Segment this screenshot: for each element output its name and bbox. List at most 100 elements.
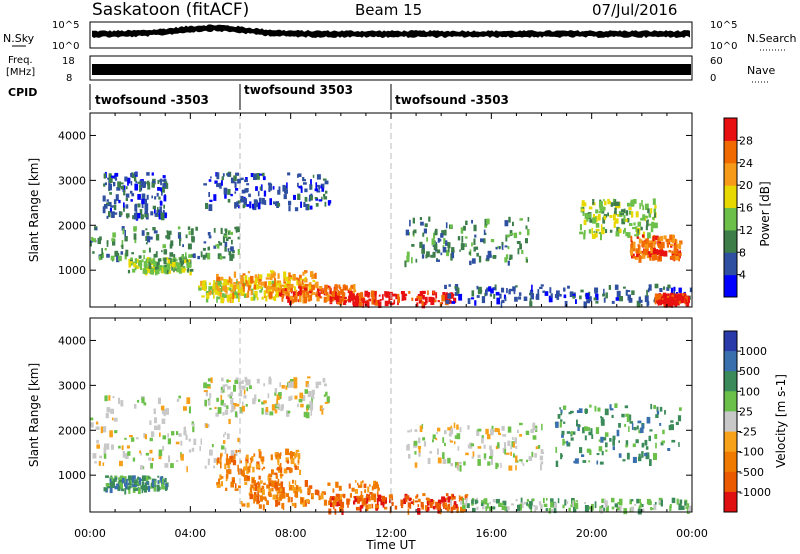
- power-cell: [144, 212, 148, 218]
- velocity-cell: [357, 484, 362, 488]
- nsky-tick-bottom: 10^0: [52, 41, 79, 52]
- power-cell: [563, 294, 567, 299]
- power-cell: [144, 198, 147, 204]
- velocity-cell: [139, 450, 142, 454]
- power-cell: [642, 214, 646, 221]
- velocity-cell: [113, 417, 118, 422]
- velocity-cell: [472, 451, 475, 457]
- power-cell: [216, 183, 220, 188]
- power-cell: [673, 241, 676, 246]
- power-cell: [378, 301, 382, 308]
- power-cell: [154, 196, 157, 200]
- velocity-cell: [162, 435, 167, 440]
- velocity-cell: [103, 453, 107, 459]
- power-cell: [648, 213, 652, 218]
- power-cell: [202, 280, 207, 283]
- velocity-cell: [245, 454, 249, 460]
- power-cell: [333, 291, 337, 298]
- velocity-cell: [227, 465, 231, 473]
- velocity-cell: [445, 493, 449, 497]
- velocity-cell: [224, 447, 227, 454]
- nave-tick-bottom: 0: [710, 73, 716, 84]
- power-cell: [230, 231, 233, 235]
- power-cell: [109, 192, 112, 195]
- power-cell: [669, 234, 673, 240]
- velocity-cell: [216, 482, 220, 486]
- power-cell: [512, 221, 514, 227]
- velocity-cell: [108, 395, 111, 401]
- velocity-cell: [310, 403, 314, 411]
- power-heatmap-cells: [90, 171, 693, 309]
- power-cell: [644, 217, 647, 222]
- velocity-cell: [235, 449, 238, 453]
- velocity-cell: [625, 444, 628, 448]
- velocity-cell: [151, 457, 154, 461]
- power-cell: [630, 243, 634, 250]
- power-cell: [659, 249, 664, 257]
- power-cell: [93, 238, 96, 243]
- power-cell: [659, 235, 664, 242]
- power-cell: [437, 237, 440, 243]
- power-cell: [221, 180, 223, 186]
- velocity-cell: [333, 496, 336, 499]
- power-cell: [130, 173, 133, 178]
- power-cell: [525, 238, 528, 244]
- power-cell: [223, 235, 228, 238]
- power-cell: [321, 288, 324, 294]
- power-cell: [262, 176, 266, 181]
- power-cell: [481, 296, 486, 304]
- velocity-cell: [668, 424, 672, 431]
- power-cell: [261, 197, 265, 205]
- velocity-cell: [191, 421, 194, 426]
- velocity-cell: [311, 389, 315, 395]
- velocity-cell: [303, 411, 307, 418]
- power-cell: [618, 228, 622, 234]
- power-cell: [297, 299, 300, 303]
- velocity-cell: [289, 379, 294, 383]
- velocity-cell: [265, 407, 269, 413]
- velocity-cell: [462, 498, 464, 505]
- velocity-cell: [200, 438, 202, 445]
- velocity-cell: [351, 487, 355, 492]
- power-cell: [621, 218, 626, 225]
- velocity-cell: [294, 480, 297, 486]
- velocity-cell: [582, 460, 587, 463]
- velocity-cell: [563, 421, 566, 424]
- velocity-cell: [244, 376, 248, 383]
- velocity-cell: [661, 440, 665, 444]
- velocity-cell: [260, 495, 263, 502]
- velocity-cell: [642, 508, 645, 512]
- velocity-cell: [562, 504, 565, 509]
- power-cell: [163, 257, 167, 264]
- power-cell: [164, 264, 167, 269]
- velocity-cell: [597, 407, 601, 412]
- velocity-cell: [193, 438, 197, 445]
- power-cell: [652, 236, 655, 242]
- velocity-cell: [618, 506, 622, 513]
- velocity-cell: [296, 485, 299, 490]
- velocity-cell: [254, 480, 256, 487]
- power-cell: [657, 294, 661, 300]
- power-cell: [223, 187, 228, 195]
- power-cell: [153, 260, 157, 267]
- power-cell: [445, 240, 448, 243]
- velocity-cell: [135, 488, 138, 491]
- power-cell: [260, 184, 263, 191]
- velocity-cell: [340, 501, 344, 509]
- velocity-cell: [90, 422, 94, 428]
- power-cell: [510, 232, 514, 236]
- power-cell: [185, 234, 188, 239]
- power-cell: [298, 290, 302, 295]
- vel-cbar-tick-label: -25: [739, 426, 757, 439]
- velocity-cell: [222, 440, 226, 444]
- power-cell: [163, 212, 167, 219]
- power-cell: [628, 207, 632, 211]
- power-cell: [647, 288, 650, 293]
- power-cell: [125, 186, 128, 190]
- power-cell: [167, 265, 170, 271]
- power-cell: [646, 300, 649, 307]
- power-cell: [420, 221, 424, 226]
- power-cell: [118, 255, 122, 262]
- velocity-cell: [557, 498, 560, 504]
- power-ytick-label: 3000: [58, 174, 86, 187]
